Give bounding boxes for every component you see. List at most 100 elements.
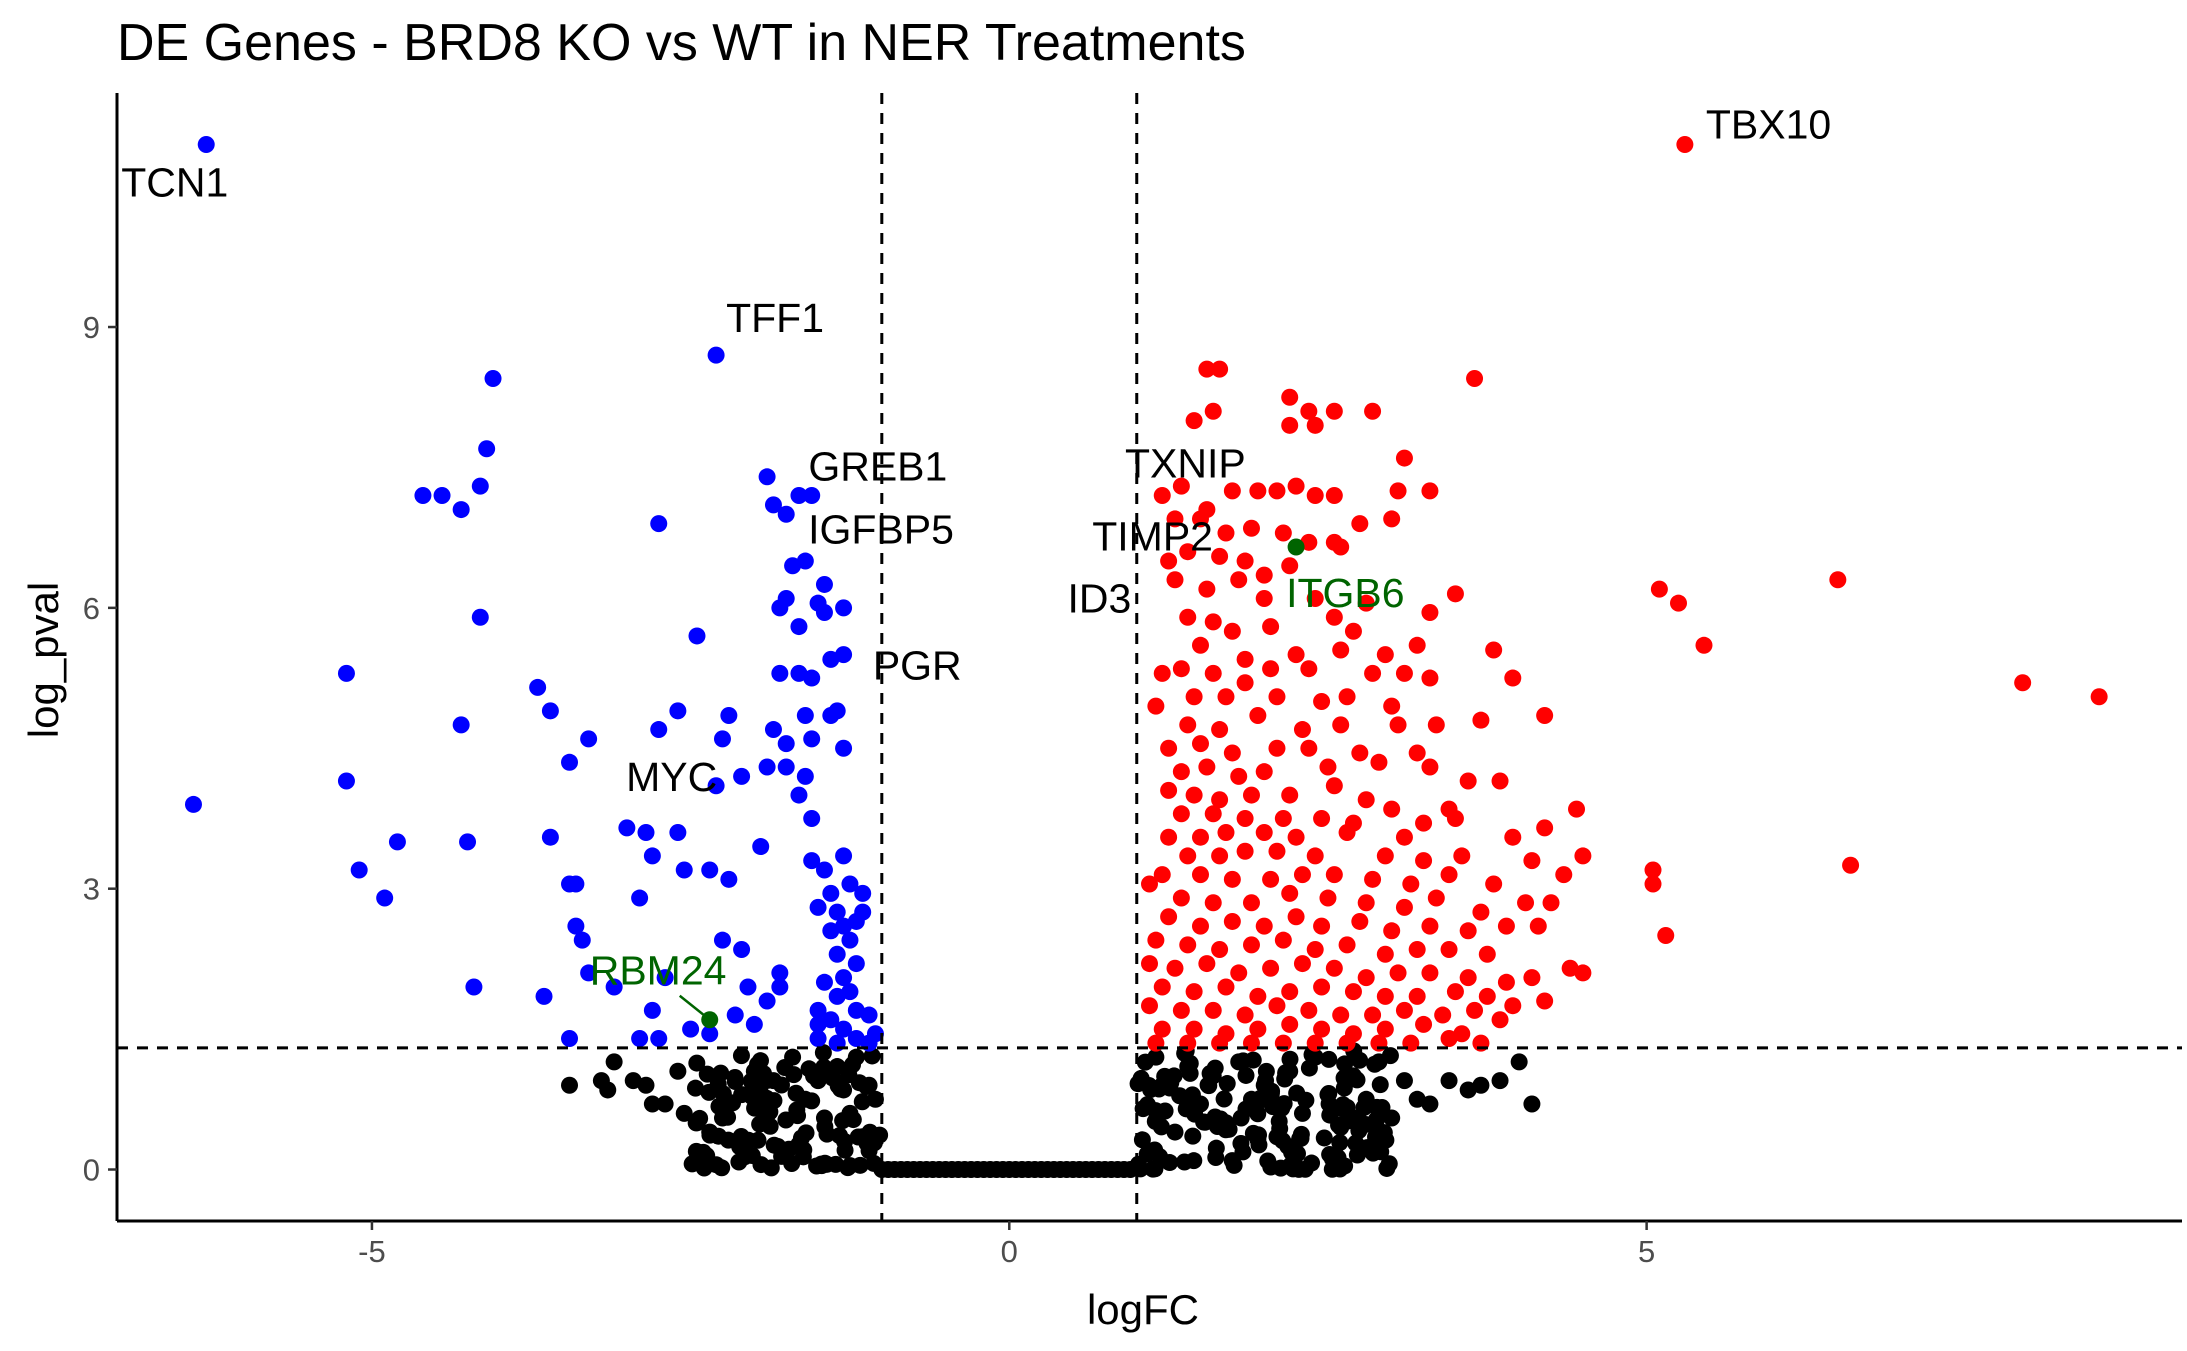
ns-point	[777, 1111, 795, 1129]
ns-point	[1293, 1104, 1311, 1122]
up-point	[1230, 964, 1248, 982]
up-point	[1319, 758, 1337, 776]
down-point	[809, 1001, 827, 1019]
ns-point	[1383, 1109, 1401, 1127]
up-point	[1217, 978, 1235, 996]
ns-point	[712, 1064, 730, 1082]
up-point	[1459, 969, 1477, 987]
down-point	[580, 964, 598, 982]
gene-labels: TCN1 TBX10 TFF1 GREB1 IGFBP5 PGR MYC TXNIP TIMP2…	[121, 101, 1831, 1021]
down-point	[184, 795, 202, 813]
ns-point	[1523, 1095, 1541, 1113]
ns-point	[1270, 1112, 1288, 1130]
ns-point	[1459, 1081, 1477, 1099]
gene-label: ITGB6	[1286, 570, 1404, 616]
down-point	[707, 777, 725, 795]
ns-point	[1268, 1128, 1286, 1146]
ns-point	[733, 1086, 751, 1104]
down-point	[822, 922, 840, 940]
down-point	[637, 824, 655, 842]
down-point	[835, 739, 853, 757]
up-point	[1204, 1001, 1222, 1019]
down-point	[796, 707, 814, 725]
ns-point	[1191, 1095, 1209, 1113]
up-point	[1141, 997, 1158, 1015]
ns-point	[831, 1127, 849, 1145]
ns-point	[1367, 1111, 1385, 1129]
up-point	[1351, 912, 1369, 930]
up-point	[1408, 744, 1426, 762]
up-point	[1536, 707, 1554, 725]
down-point	[803, 852, 821, 870]
up-point	[1223, 744, 1241, 762]
up-point	[1313, 978, 1331, 996]
ns-point	[1204, 1067, 1222, 1085]
ns-point	[1349, 1109, 1367, 1127]
up-point	[1179, 543, 1197, 561]
up-point	[1344, 983, 1362, 1001]
up-point	[1421, 917, 1439, 935]
ns-point	[1230, 1053, 1248, 1071]
up-point	[1459, 772, 1477, 790]
ns-point	[1288, 1084, 1306, 1102]
up-point	[1325, 608, 1343, 626]
up-point	[1147, 697, 1165, 715]
down-point	[669, 702, 687, 720]
ns-point	[841, 1104, 859, 1122]
up-point	[1364, 1006, 1382, 1024]
ns-point	[1179, 1058, 1197, 1076]
up-point	[1281, 786, 1299, 804]
up-point	[1211, 547, 1229, 565]
ns-point	[731, 1135, 749, 1153]
up-point	[1153, 487, 1171, 505]
ns-point	[813, 1157, 831, 1175]
ns-point	[1283, 1158, 1301, 1176]
ns-point	[1165, 1067, 1183, 1085]
up-point	[1153, 866, 1171, 884]
up-point	[1179, 936, 1197, 954]
up-point	[1306, 847, 1324, 865]
up-point	[1408, 636, 1426, 654]
up-point	[1160, 552, 1178, 570]
ns-point	[761, 1117, 779, 1135]
y-tick-label: 9	[83, 310, 100, 345]
ns-point	[1249, 1130, 1267, 1148]
up-point	[1306, 941, 1324, 959]
ns-point	[669, 1062, 687, 1080]
up-point	[1236, 842, 1254, 860]
up-point	[1306, 589, 1324, 607]
up-point	[1357, 594, 1375, 612]
up-point	[1198, 580, 1216, 598]
up-point	[1338, 936, 1356, 954]
ns-point	[800, 1060, 818, 1078]
up-point	[1281, 983, 1299, 1001]
up-point	[1160, 828, 1178, 846]
up-point	[1472, 903, 1490, 921]
ns-point	[847, 1048, 865, 1066]
ns-point	[726, 1068, 744, 1086]
ns-point	[1338, 1098, 1356, 1116]
down-point	[720, 707, 738, 725]
up-point	[1204, 805, 1222, 823]
up-point	[1306, 416, 1324, 434]
down-point	[790, 618, 808, 636]
down-point	[828, 945, 846, 963]
x-tick-label: 0	[1001, 1234, 1018, 1269]
down-point	[847, 1029, 865, 1047]
down-point	[739, 978, 757, 996]
up-point	[1478, 987, 1496, 1005]
up-point	[1357, 894, 1375, 912]
down-point	[733, 941, 751, 959]
up-point	[1242, 786, 1260, 804]
ns-point	[1281, 1050, 1299, 1068]
down-point	[484, 370, 502, 388]
up-point	[1695, 636, 1713, 654]
ns-point	[785, 1066, 803, 1084]
down-point	[650, 1029, 668, 1047]
up-point	[1504, 669, 1522, 687]
down-point	[835, 847, 853, 865]
ns-point	[1321, 1106, 1339, 1124]
ns-point	[688, 1054, 706, 1072]
up-point	[1204, 664, 1222, 682]
up-point	[1281, 557, 1299, 575]
